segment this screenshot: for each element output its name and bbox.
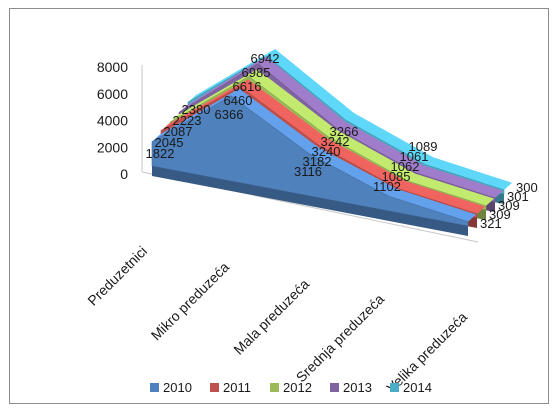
series-edge <box>152 166 468 236</box>
legend-swatch <box>330 383 339 392</box>
data-label: 321 <box>480 216 502 231</box>
y-tick-label: 0 <box>120 166 128 182</box>
series-2010 <box>151 88 477 236</box>
data-label: 6616 <box>233 79 262 94</box>
data-label: 6366 <box>215 107 244 122</box>
data-label: 2087 <box>164 124 193 139</box>
data-label: 2380 <box>182 102 211 117</box>
data-label: 6942 <box>251 51 280 66</box>
data-label: 300 <box>516 180 538 195</box>
legend: 2010 2011 2012 2013 2014 <box>150 380 432 395</box>
data-label: 2223 <box>173 113 202 128</box>
legend-label: 2013 <box>343 380 372 395</box>
y-tick-label: 6000 <box>97 86 128 102</box>
data-label: 3266 <box>330 124 359 139</box>
series-top-face <box>170 69 495 206</box>
legend-swatch <box>210 383 219 392</box>
data-label: 3182 <box>303 154 332 169</box>
data-label: 3116 <box>294 164 322 179</box>
legend-swatch <box>390 383 399 392</box>
y-tick-label: 8000 <box>97 59 128 75</box>
legend-swatch <box>270 383 279 392</box>
data-label: 309 <box>489 207 511 222</box>
data-label: 1085 <box>382 169 411 184</box>
data-label: 3240 <box>312 144 341 159</box>
data-label: 3242 <box>321 134 350 149</box>
data-label: 6460 <box>224 93 253 108</box>
category-label: Srednja preduzeća <box>293 291 388 386</box>
series-layer <box>151 48 513 236</box>
data-label: 1089 <box>409 139 438 154</box>
legend-label: 2011 <box>223 380 251 395</box>
data-label: 1061 <box>400 149 429 164</box>
data-label: 1102 <box>373 179 401 194</box>
series-top-face <box>188 48 513 190</box>
series-top-face <box>161 79 486 214</box>
y-tick-label: 4000 <box>97 113 128 129</box>
data-label: 309 <box>498 198 520 213</box>
legend-label: 2014 <box>403 380 432 395</box>
data-label: 2045 <box>155 135 184 150</box>
data-label: 1822 <box>146 146 175 161</box>
legend-label: 2012 <box>283 380 312 395</box>
legend-label: 2010 <box>163 380 192 395</box>
legend-swatch <box>150 383 159 392</box>
data-label: 1062 <box>391 159 420 174</box>
data-label: 301 <box>507 189 529 204</box>
category-label: Mala preduzeća <box>230 276 312 358</box>
y-tick-label: 2000 <box>97 139 128 155</box>
data-label: 6985 <box>242 65 271 80</box>
data-label-layer: 2380 6942 3266 1089 300 2223 6985 3242 1061 301 20… <box>146 51 538 231</box>
category-label: Mikro preduzeća <box>148 259 233 344</box>
series-top-face <box>179 56 504 198</box>
series-top-face <box>152 88 477 222</box>
category-label: Preduzetnici <box>84 243 150 309</box>
